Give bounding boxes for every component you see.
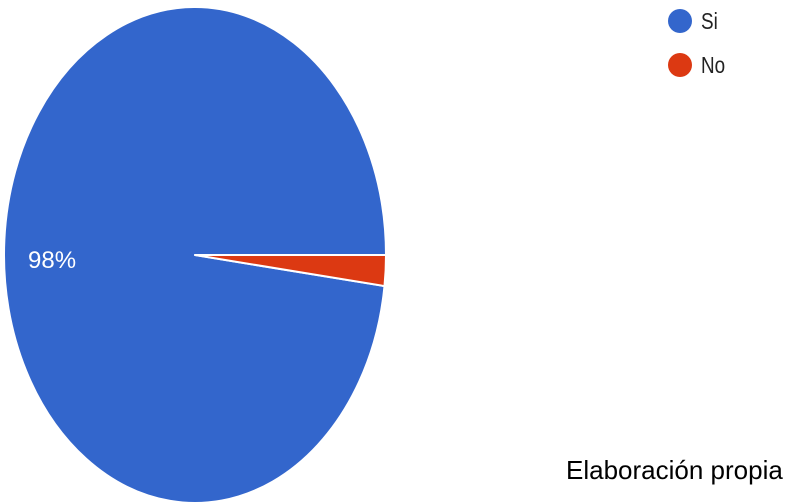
legend-swatch-no <box>668 53 692 77</box>
source-note: Elaboración propia <box>566 455 783 485</box>
legend-swatch-si <box>668 9 692 33</box>
pie-slice-no <box>194 254 387 288</box>
slice-label-si: 98% <box>28 247 76 274</box>
legend-label-si: Si <box>701 7 718 34</box>
legend-item-si: Si <box>668 6 730 36</box>
legend: Si No <box>668 6 730 94</box>
legend-label-no: No <box>701 51 726 78</box>
legend-item-no: No <box>668 50 730 80</box>
